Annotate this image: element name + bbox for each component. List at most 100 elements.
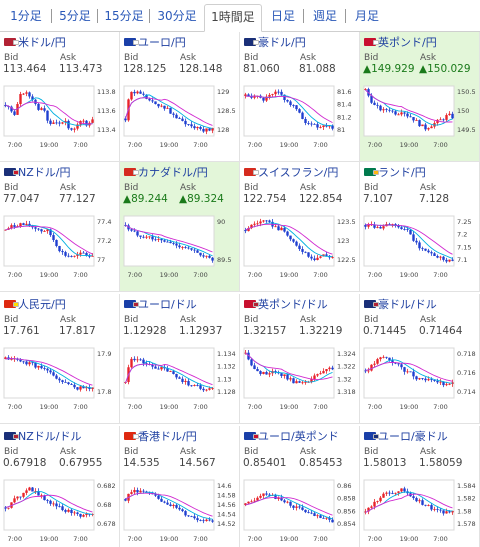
candle-body xyxy=(157,239,160,240)
pair-card[interactable]: NZドル/ドル Bid Ask 0.67918 0.67955 0.682 0.68 0.67… xyxy=(0,426,120,547)
price-chart[interactable]: 90 89.5 7:00 19:00 7:00 xyxy=(120,210,238,280)
tab-3[interactable]: 15分足 xyxy=(98,6,150,26)
candle-body xyxy=(295,506,298,508)
price-chart[interactable]: 1.324 1.322 1.32 1.318 7:00 19:00 7:00 xyxy=(240,342,358,412)
pair-title-link[interactable]: ランド/円 xyxy=(364,166,426,180)
tab-label: 1時間足 xyxy=(211,10,255,24)
y-tick-label: 17.8 xyxy=(97,388,111,396)
price-chart[interactable]: 0.86 0.858 0.856 0.854 7:00 19:00 7:00 xyxy=(240,474,358,544)
price-chart[interactable]: 17.9 17.8 7:00 19:00 7:00 xyxy=(0,342,118,412)
x-tick-label: 7:00 xyxy=(7,403,22,411)
candle-body xyxy=(310,512,313,514)
flag-icon-secondary xyxy=(253,40,259,45)
pair-card[interactable]: 米ドル/円 Bid Ask 113.464 113.473 113.8 113.6 113.4… xyxy=(0,32,120,162)
pair-title-link[interactable]: 人民元/円 xyxy=(4,298,66,312)
price-chart[interactable]: 113.8 113.6 113.4 7:00 19:00 7:00 xyxy=(0,80,118,150)
x-tick-label: 7:00 xyxy=(73,403,88,411)
ask-label: Ask xyxy=(300,315,317,325)
candle-body xyxy=(208,128,211,131)
price-chart[interactable]: 1.134 1.132 1.13 1.128 7:00 19:00 7:00 xyxy=(120,342,238,412)
tab-4[interactable]: 30分足 xyxy=(150,6,204,26)
price-chart[interactable]: 0.682 0.68 0.678 7:00 19:00 7:00 xyxy=(0,474,118,544)
price-chart[interactable]: 150.5 150 149.5 7:00 19:00 7:00 xyxy=(360,80,478,150)
tab-label: 月足 xyxy=(354,9,379,23)
pair-title-link[interactable]: ユーロ/豪ドル xyxy=(364,430,448,444)
flag-icon xyxy=(244,432,259,440)
tab-label: 30分足 xyxy=(157,9,197,23)
tab-separator xyxy=(149,9,150,23)
candle-body xyxy=(70,384,73,385)
candle-body xyxy=(379,226,382,229)
candle-body xyxy=(289,235,292,240)
pair-title-link[interactable]: スイスフラン/円 xyxy=(244,166,338,180)
candle-body xyxy=(187,515,190,517)
pair-title-link[interactable]: NZドル/円 xyxy=(4,166,70,180)
pair-card[interactable]: ユーロ/円 Bid Ask 128.125 128.148 129 128.5 128 7:00… xyxy=(120,32,240,162)
price-chart[interactable]: 123.5 123 122.5 7:00 19:00 7:00 xyxy=(240,210,358,280)
candle-body xyxy=(16,104,19,115)
candle-body xyxy=(55,503,58,507)
pair-card[interactable]: 豪ドル/ドル Bid Ask 0.71445 0.71464 0.718 0.716 0.71… xyxy=(360,294,480,424)
ask-label: Ask xyxy=(60,183,77,193)
pair-title-link[interactable]: 米ドル/円 xyxy=(4,36,66,50)
candle-body xyxy=(85,120,88,126)
candle-body xyxy=(154,494,157,496)
candle-body xyxy=(442,119,445,121)
tab-8[interactable]: 月足 xyxy=(346,6,388,26)
x-tick-label: 7:00 xyxy=(73,141,88,149)
candle-body xyxy=(130,91,133,100)
pair-card[interactable]: NZドル/円 Bid Ask 77.047 77.127 77.4 77.2 77 7:00 19… xyxy=(0,162,120,292)
pair-card[interactable]: スイスフラン/円 Bid Ask 122.754 122.854 123.5 123 122.… xyxy=(240,162,360,292)
price-chart[interactable]: 81.6 81.4 81.2 81 7:00 19:00 7:00 xyxy=(240,80,358,150)
candle-body xyxy=(40,495,43,497)
ask-number: 150.029 xyxy=(427,63,471,75)
pair-title-link[interactable]: NZドル/ドル xyxy=(4,430,81,444)
pair-name: 香港ドル/円 xyxy=(138,430,197,443)
pair-title-link[interactable]: ユーロ/ドル xyxy=(124,298,197,312)
price-chart[interactable]: 77.4 77.2 77 7:00 19:00 7:00 xyxy=(0,210,118,280)
candle-body xyxy=(40,365,43,369)
candle-body xyxy=(313,258,316,260)
candle-body xyxy=(64,252,67,256)
pair-card[interactable]: 人民元/円 Bid Ask 17.761 17.817 17.9 17.8 7:00 19:00… xyxy=(0,294,120,424)
pair-title-link[interactable]: カナダドル/円 xyxy=(124,166,208,180)
price-chart[interactable]: 0.718 0.716 0.714 7:00 19:00 7:00 xyxy=(360,342,478,412)
price-chart[interactable]: 1.584 1.582 1.58 1.578 7:00 19:00 7:00 xyxy=(360,474,478,544)
candle-body xyxy=(13,111,16,115)
pair-title-link[interactable]: 英ポンド/円 xyxy=(364,36,437,50)
candle-body xyxy=(34,362,37,368)
pair-card[interactable]: 豪ドル/円 Bid Ask 81.060 81.088 81.6 81.4 81.2 81 7:0… xyxy=(240,32,360,162)
pair-card[interactable]: ランド/円 Bid Ask 7.107 7.128 7.25 7.2 7.15 7.1 7:00 1… xyxy=(360,162,480,292)
pair-card[interactable]: カナダドル/円 Bid Ask ▲89.244 ▲89.324 90 89.5 7:00 19:… xyxy=(120,162,240,292)
price-chart[interactable]: 129 128.5 128 7:00 19:00 7:00 xyxy=(120,80,238,150)
bid-label: Bid xyxy=(124,315,139,325)
tab-5[interactable]: 1時間足 xyxy=(204,4,262,32)
pair-card[interactable]: 香港ドル/円 Bid Ask 14.535 14.567 14.6 14.58 14.56 14… xyxy=(120,426,240,547)
pair-card[interactable]: ユーロ/豪ドル Bid Ask 1.58013 1.58059 1.584 1.582 1.5… xyxy=(360,426,480,547)
pair-title-link[interactable]: ユーロ/英ポンド xyxy=(244,430,339,444)
candle-body xyxy=(76,124,79,129)
candle-body xyxy=(256,369,259,372)
tab-6[interactable]: 日足 xyxy=(262,6,304,26)
ask-number: 0.85453 xyxy=(299,457,343,469)
tab-1[interactable]: 1分足 xyxy=(0,6,52,26)
tab-2[interactable]: 5分足 xyxy=(52,6,98,26)
pair-title-link[interactable]: ユーロ/円 xyxy=(124,36,186,50)
pair-title-link[interactable]: 英ポンド/ドル xyxy=(244,298,328,312)
x-tick-label: 19:00 xyxy=(280,403,299,411)
pair-title-link[interactable]: 香港ドル/円 xyxy=(124,430,197,444)
bid-label: Bid xyxy=(364,447,379,457)
pair-card[interactable]: ユーロ/ドル Bid Ask 1.12928 1.12937 1.134 1.132 1.13… xyxy=(120,294,240,424)
price-chart[interactable]: 7.25 7.2 7.15 7.1 7:00 19:00 7:00 xyxy=(360,210,478,280)
pair-card[interactable]: 英ポンド/ドル Bid Ask 1.32157 1.32219 1.324 1.322 1.3… xyxy=(240,294,360,424)
pair-title-link[interactable]: 豪ドル/円 xyxy=(244,36,306,50)
candle-body xyxy=(424,378,427,381)
candle-body xyxy=(451,510,454,513)
pair-title-link[interactable]: 豪ドル/ドル xyxy=(364,298,437,312)
candle-body xyxy=(208,519,211,521)
candle-body xyxy=(325,254,328,256)
pair-card[interactable]: ユーロ/英ポンド Bid Ask 0.85401 0.85453 0.86 0.858 0.8… xyxy=(240,426,360,547)
pair-card[interactable]: 英ポンド/円 Bid Ask ▲149.929 ▲150.029 150.5 150 149.… xyxy=(360,32,480,162)
tab-7[interactable]: 週足 xyxy=(304,6,346,26)
